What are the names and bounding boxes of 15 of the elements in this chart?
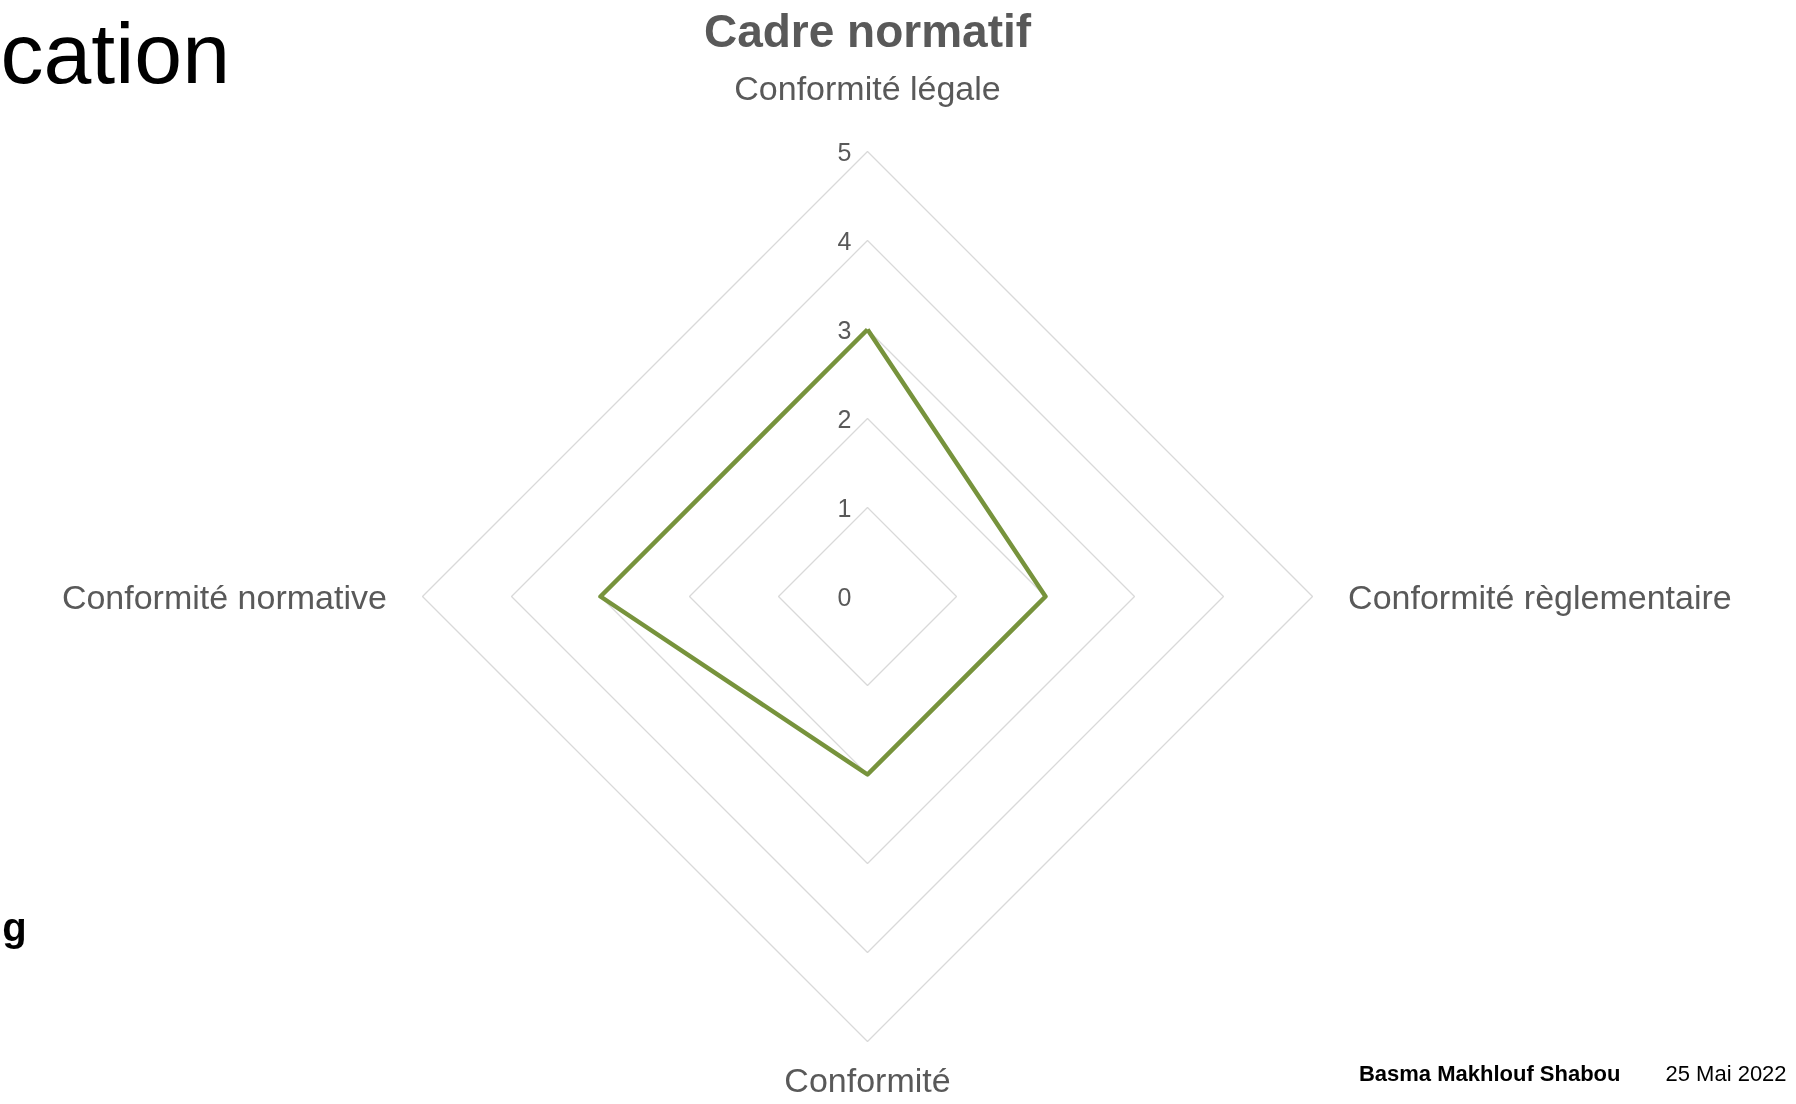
y-tick-label: 5: [837, 137, 852, 166]
spoke-label: Conformité normative: [61, 577, 387, 616]
y-tick-label: 4: [837, 226, 852, 255]
y-tick-label: 0: [837, 582, 852, 611]
text: Basma Makhlouf Shabou: [1358, 1060, 1621, 1086]
spoke-label: Conformité règlementaire: [1348, 577, 1732, 616]
text: cation: [0, 4, 230, 101]
text: g: [2, 904, 27, 949]
text: 25 Mai 2022: [1665, 1060, 1787, 1086]
y-tick-label: 2: [837, 404, 852, 433]
spoke-label: Conformité: [784, 1061, 951, 1100]
y-tick-label: 3: [837, 315, 852, 344]
spoke-label: Conformité légale: [734, 69, 1001, 107]
chart-title: Cadre normatif: [703, 4, 1032, 57]
y-tick-label: 1: [837, 493, 852, 522]
